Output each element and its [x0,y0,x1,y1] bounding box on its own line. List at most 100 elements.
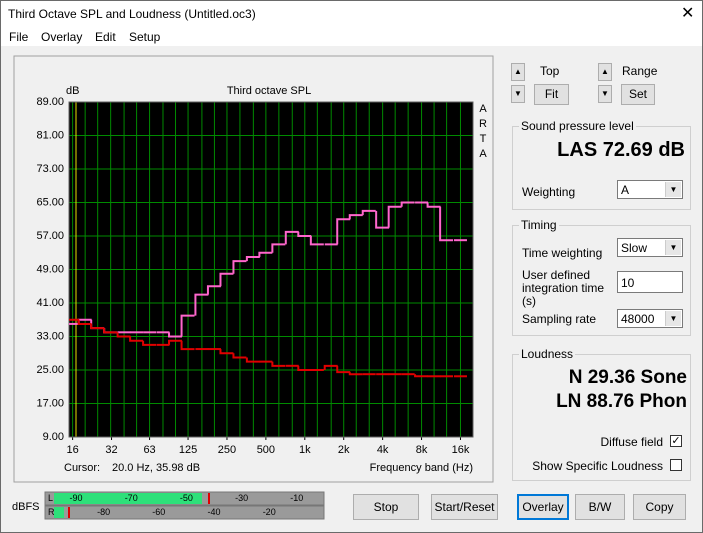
plot-frame [68,101,474,438]
sampling-select[interactable]: 48000 ▼ [617,309,683,328]
diffuse-label: Diffuse field [600,435,663,449]
step [245,357,260,363]
spl-group: Sound pressure level [512,119,691,210]
specific-checkbox[interactable] [670,459,682,471]
bw-button[interactable]: B/W [575,494,625,520]
step [232,353,247,359]
step [271,243,286,253]
level-meter: L -90 -70 -50 -30 -10 R -80 -60 -40 -20 [44,491,325,520]
weighting-select[interactable]: A ▼ [617,180,683,199]
menu-item[interactable]: Setup [129,30,161,44]
fit-button[interactable]: Fit [534,84,569,105]
meter-tick-label: -10 [290,493,303,503]
spin-up[interactable]: ▲ [511,63,525,81]
meter-tick-label: -50 [180,493,193,503]
select-value: 48000 [621,312,655,326]
y-tick-label: 33.00 [36,330,64,342]
time-weighting-label: Time weighting [522,246,603,260]
menu-item[interactable]: Overlay [41,30,83,44]
step [194,293,209,316]
group-title: Sound pressure level [519,119,636,133]
y-tick-label: 41.00 [36,297,64,309]
step [206,285,221,295]
dropdown-arrow: ▼ [665,182,681,197]
set-button[interactable]: Set [621,84,655,105]
x-axis-label: Frequency band (Hz) [370,462,473,474]
sampling-label: Sampling rate [522,312,597,326]
step [426,202,441,208]
meter-tick-label: -80 [97,507,110,517]
step [142,340,157,346]
meter-tick-label: -60 [152,507,165,517]
time-weighting-select[interactable]: Slow ▼ [617,238,683,257]
weighting-label: Weighting [522,185,576,199]
menu-item[interactable]: File [9,30,29,44]
cursor-label: Cursor: [64,462,100,474]
range-label: Range [622,64,658,78]
y-tick-label: 89.00 [36,96,64,108]
x-tick-label: 125 [179,444,197,456]
copy-button[interactable]: Copy [633,494,686,520]
step [245,255,260,262]
x-tick-label: 2k [338,444,350,456]
title-bar [1,1,702,26]
y-tick-label: 25.00 [36,364,64,376]
dropdown-arrow: ▼ [665,311,681,326]
spin-down[interactable]: ▼ [511,85,525,103]
loudness-group: Loudness [512,347,691,481]
window-title: Third Octave SPL and Loudness (Untitled.… [8,7,256,21]
step [180,314,195,337]
step [400,201,415,207]
step [271,361,286,367]
specific-label: Show Specific Loudness [532,459,663,473]
step [387,205,402,228]
side-label: A [479,148,487,160]
top-label: Top [540,64,560,78]
spin-down[interactable]: ▼ [598,85,612,103]
step [284,230,299,245]
y-tick-label: 17.00 [36,397,64,409]
meter-peak [68,507,70,518]
x-tick-label: 63 [143,444,155,456]
step [375,210,390,229]
series [69,318,467,378]
overlay-button[interactable]: Overlay [517,494,569,520]
y-axis-label: dB [66,85,79,97]
close-button[interactable]: ✕ [681,5,695,22]
chart: dB Third octave SPL Cursor: 20.0 Hz, 35.… [13,55,494,483]
step [116,332,131,338]
step [336,365,351,374]
integration-label: User defined integration time (s) [522,268,605,308]
chart-title: Third octave SPL [227,85,311,97]
x-tick-label: 4k [377,444,389,456]
step [232,260,247,274]
stop-button[interactable]: Stop [353,494,419,520]
step [258,251,273,257]
channel-label: R [48,507,55,517]
integration-input[interactable]: 10 [617,271,683,293]
start-reset-button[interactable]: Start/Reset [431,494,498,520]
step [77,319,92,325]
y-tick-label: 57.00 [36,230,64,242]
spin-up[interactable]: ▲ [598,63,612,81]
x-tick-label: 8k [416,444,428,456]
step [414,374,429,378]
menu-item[interactable]: Edit [95,30,116,44]
step [348,214,363,220]
step [309,236,324,246]
group-title: Loudness [519,347,576,361]
step [348,372,363,376]
diffuse-checkbox[interactable]: ✓ [670,435,682,447]
meter-tick-label: -90 [69,493,82,503]
y-tick-label: 9.00 [43,431,64,443]
select-value: A [621,183,630,197]
x-tick-label: 500 [257,444,275,456]
loudness-ln: LN 88.76 Phon [556,391,687,412]
step [219,272,234,287]
y-tick-label: 65.00 [36,196,64,208]
meter-tick-label: -40 [207,507,220,517]
dropdown-arrow: ▼ [665,240,681,255]
step [439,206,454,242]
meter-tick-label: -70 [125,493,138,503]
